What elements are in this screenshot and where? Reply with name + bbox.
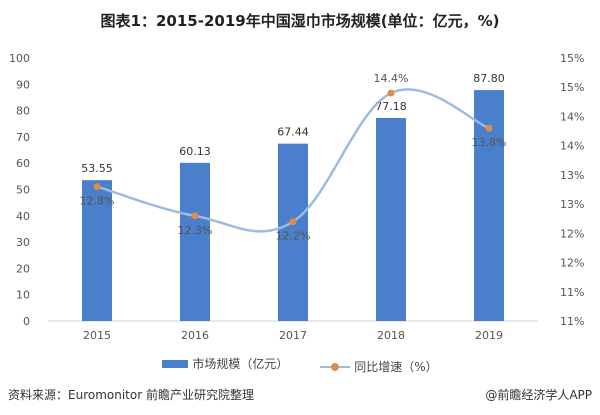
left-tick-label: 30 xyxy=(16,236,30,249)
left-tick-label: 70 xyxy=(16,131,30,144)
right-tick-label: 15% xyxy=(560,52,584,65)
bar-data-label: 67.44 xyxy=(277,126,309,139)
right-tick-label: 11% xyxy=(560,286,584,299)
bar xyxy=(180,162,210,321)
right-tick-label: 15% xyxy=(560,81,584,94)
x-tick-label: 2019 xyxy=(475,329,503,342)
x-tick-label: 2018 xyxy=(377,329,405,342)
growth-marker xyxy=(191,212,199,220)
growth-marker xyxy=(93,183,101,191)
right-tick-label: 13% xyxy=(560,198,584,211)
bar-data-label: 53.55 xyxy=(81,162,113,175)
line-data-label: 12.2% xyxy=(276,230,311,243)
right-tick-label: 14% xyxy=(560,140,584,153)
left-tick-label: 60 xyxy=(16,157,30,170)
growth-marker xyxy=(289,218,297,226)
line-data-label: 13.8% xyxy=(472,136,507,149)
legend-label-bar: 市场规模（亿元） xyxy=(192,357,289,371)
bar-data-label: 87.80 xyxy=(473,72,505,85)
line-data-label: 12.8% xyxy=(80,195,115,208)
bar-data-label: 60.13 xyxy=(179,145,211,158)
bar xyxy=(82,180,112,321)
left-tick-label: 90 xyxy=(16,78,30,91)
line-data-label: 14.4% xyxy=(374,72,409,85)
legend-label-line: 同比增速（%） xyxy=(354,360,438,374)
bar-data-label: 77.18 xyxy=(375,100,407,113)
x-tick-label: 2017 xyxy=(279,329,307,342)
growth-marker xyxy=(485,124,493,132)
left-tick-label: 20 xyxy=(16,262,30,275)
bar xyxy=(278,143,308,321)
left-tick-label: 80 xyxy=(16,105,30,118)
x-tick-label: 2015 xyxy=(83,329,111,342)
source-note: 资料来源：Euromonitor 前瞻产业研究院整理 xyxy=(8,388,254,402)
chart-title: 图表1：2015-2019年中国湿巾市场规模(单位：亿元，%) xyxy=(100,12,500,30)
line-data-label: 12.3% xyxy=(178,224,213,237)
right-tick-label: 13% xyxy=(560,169,584,182)
legend-item-bar: 市场规模（亿元） xyxy=(162,355,288,372)
right-tick-label: 14% xyxy=(560,110,584,123)
growth-marker xyxy=(387,89,395,97)
left-tick-label: 40 xyxy=(16,210,30,223)
legend-item-line: 同比增速（%） xyxy=(320,358,438,375)
left-tick-label: 100 xyxy=(9,52,30,65)
legend-swatch-line xyxy=(320,362,351,371)
right-tick-label: 12% xyxy=(560,257,584,270)
left-tick-label: 50 xyxy=(16,184,30,197)
x-tick-label: 2016 xyxy=(181,329,209,342)
left-tick-label: 0 xyxy=(23,315,30,328)
left-tick-label: 10 xyxy=(16,289,30,302)
legend-swatch-bar xyxy=(162,359,189,368)
right-tick-label: 12% xyxy=(560,227,584,240)
legend: 市场规模（亿元） 同比增速（%） xyxy=(0,355,600,375)
bar xyxy=(376,118,406,321)
brand-credit: @前瞻经济学人APP xyxy=(485,388,592,402)
growth-line xyxy=(96,88,490,233)
right-tick-label: 11% xyxy=(560,315,584,328)
